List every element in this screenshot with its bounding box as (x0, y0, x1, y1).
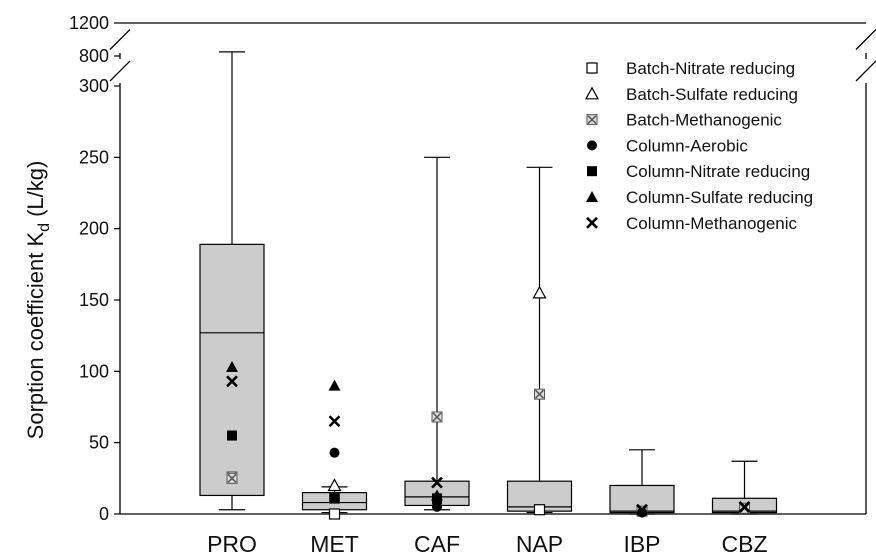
y-tick-label: 300 (79, 76, 109, 96)
legend-label: Column-Methanogenic (626, 214, 798, 233)
series-batch-nitrate-reducing (328, 504, 546, 520)
series-column-aerobic (329, 447, 647, 518)
y-axis-ticks: 0 50 100 150 200 250 300 800 1200 (69, 13, 120, 524)
x-tick-label: CAF (414, 531, 460, 557)
x-tick-label: MET (310, 531, 359, 557)
legend-item: Column-Sulfate reducing (586, 188, 813, 207)
y-tick-label: 150 (79, 290, 109, 310)
marker-filled-triangle (226, 361, 238, 373)
marker-open-square (533, 504, 546, 516)
marker-x (586, 216, 598, 229)
marker-filled-circle (329, 447, 340, 458)
marker-open-square (328, 508, 341, 520)
marker-filled-circle (587, 140, 597, 151)
marker-x (636, 503, 648, 516)
marker-boxed-x (586, 114, 598, 126)
box-caf (404, 156, 470, 511)
legend-label: Column-Aerobic (626, 136, 748, 155)
y-axis-label-unit: (L/kg) (23, 161, 48, 217)
legend: Batch-Nitrate reducing Batch-Sulfate redu… (584, 59, 813, 233)
legend-item: Batch-Nitrate reducing (586, 59, 795, 78)
legend-label: Column-Sulfate reducing (626, 188, 813, 207)
x-tick-label: PRO (207, 531, 257, 557)
y-axis-label: Sorption coefficient Kd (L/kg) (23, 161, 53, 440)
marker-boxed-x (226, 472, 238, 484)
y-tick-label: 100 (79, 361, 109, 381)
marker-boxed-x-cross (432, 412, 442, 422)
marker-boxed-x-cross (227, 473, 237, 483)
y-tick-label: 250 (79, 147, 109, 167)
y-tick-label: 800 (79, 46, 109, 66)
y-axis-label-subscript: d (36, 223, 53, 232)
y-tick-label: 1200 (69, 13, 109, 33)
legend-label: Batch-Sulfate reducing (626, 85, 798, 104)
legend-label: Column-Nitrate reducing (626, 162, 810, 181)
marker-filled-triangle (586, 191, 598, 202)
marker-filled-square (587, 166, 597, 177)
marker-boxed-x (431, 411, 443, 423)
marker-x (328, 415, 341, 428)
legend-item: Batch-Sulfate reducing (584, 85, 798, 104)
series-column-sulfate-reducing (226, 361, 443, 501)
axis-break-right-lower (855, 60, 876, 82)
box-nap (506, 166, 573, 514)
series-column-methanogenic (226, 375, 751, 516)
legend-item: Column-Methanogenic (586, 214, 798, 233)
legend-item: Column-Aerobic (587, 136, 748, 155)
box-pro (199, 51, 265, 511)
x-axis-tick-labels: PRO MET CAF NAP IBP CBZ (207, 531, 767, 557)
marker-x (738, 500, 751, 513)
marker-filled-triangle (328, 379, 341, 391)
legend-label: Batch-Nitrate reducing (626, 59, 795, 78)
marker-filled-square (329, 493, 340, 504)
x-tick-label: IBP (623, 531, 660, 557)
y-tick-label: 0 (99, 504, 109, 524)
legend-item: Column-Nitrate reducing (587, 162, 810, 181)
y-tick-label: 50 (89, 433, 109, 453)
series-batch-sulfate-reducing (327, 285, 547, 492)
y-axis-label-main: Sorption coefficient K (23, 232, 48, 440)
axis-break-left-lower (109, 60, 131, 82)
y-tick-label: 200 (79, 219, 109, 239)
marker-open-triangle (532, 285, 547, 299)
marker-boxed-x (534, 388, 545, 400)
box-ibp (609, 449, 675, 515)
x-tick-label: CBZ (722, 531, 768, 557)
marker-x (431, 476, 443, 489)
marker-x (226, 375, 238, 388)
scatter-points (226, 285, 751, 520)
marker-filled-circle (637, 507, 647, 518)
marker-filled-square (227, 430, 237, 441)
marker-filled-triangle (431, 489, 443, 501)
marker-boxed-x-cross (534, 389, 545, 399)
axis-break-right-upper (855, 29, 876, 50)
x-tick-label: NAP (516, 531, 563, 557)
axis-break-left-upper (109, 29, 131, 50)
marker-open-triangle (584, 86, 600, 100)
legend-label: Batch-Methanogenic (626, 111, 782, 130)
legend-item: Batch-Methanogenic (586, 111, 782, 130)
marker-open-square (586, 62, 598, 74)
marker-open-triangle (327, 478, 342, 492)
marker-boxed-x-cross (587, 115, 597, 125)
